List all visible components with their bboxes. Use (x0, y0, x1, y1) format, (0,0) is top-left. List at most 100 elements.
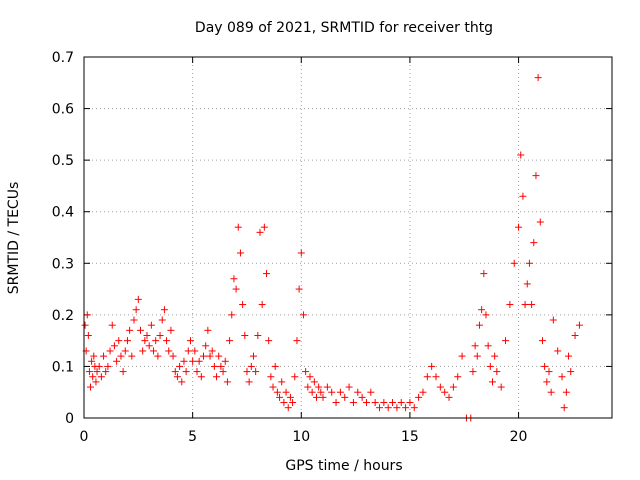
data-point (423, 373, 431, 381)
data-point (189, 357, 197, 365)
data-point (258, 301, 266, 309)
data-point (265, 337, 273, 345)
data-point (295, 285, 303, 293)
data-point (482, 311, 490, 319)
data-point (310, 378, 318, 386)
data-point (484, 342, 492, 350)
data-point (541, 362, 549, 370)
data-point (236, 249, 244, 257)
data-point (384, 404, 392, 412)
data-point (210, 362, 218, 370)
data-point (178, 378, 186, 386)
data-point (115, 337, 123, 345)
data-point (106, 347, 114, 355)
data-point (282, 388, 290, 396)
data-point (419, 388, 427, 396)
data-point (108, 321, 116, 329)
data-point (480, 270, 488, 278)
x-tick-label: 15 (401, 429, 419, 445)
data-point (345, 383, 353, 391)
data-point (247, 362, 255, 370)
x-tick-label: 20 (510, 429, 528, 445)
data-point (406, 399, 414, 407)
data-point (213, 373, 221, 381)
x-tick-label: 5 (188, 429, 197, 445)
data-point (415, 393, 423, 401)
data-point (458, 352, 466, 360)
data-point (119, 368, 127, 376)
data-point (113, 357, 121, 365)
data-point (219, 368, 227, 376)
data-point (449, 383, 457, 391)
data-point (167, 326, 175, 334)
data-point (380, 399, 388, 407)
data-point (536, 218, 544, 226)
data-point (341, 393, 349, 401)
data-point (260, 223, 268, 231)
data-point (486, 362, 494, 370)
y-tick-labels: 0 0.1 0.2 0.3 0.4 0.5 0.6 0.7 (52, 50, 74, 427)
data-point (410, 404, 418, 412)
data-point (323, 383, 331, 391)
data-point (558, 373, 566, 381)
data-point (575, 321, 583, 329)
data-point (528, 301, 536, 309)
data-point (525, 259, 533, 267)
data-point (143, 331, 151, 339)
data-point (493, 368, 501, 376)
plot-frame (83, 56, 613, 419)
data-point (471, 342, 479, 350)
data-point (317, 388, 325, 396)
data-point (278, 378, 286, 386)
data-point (389, 399, 397, 407)
data-point (491, 352, 499, 360)
data-point (519, 192, 527, 200)
data-point (291, 373, 299, 381)
data-point (547, 388, 555, 396)
data-point (554, 347, 562, 355)
data-point (93, 368, 101, 376)
data-point (538, 337, 546, 345)
data-point (256, 228, 264, 236)
data-point (249, 352, 257, 360)
data-point (354, 388, 362, 396)
data-point (271, 362, 279, 370)
data-point (102, 368, 110, 376)
data-point (306, 373, 314, 381)
data-point (549, 316, 557, 324)
data-point (349, 399, 357, 407)
data-point (165, 347, 173, 355)
data-point (336, 388, 344, 396)
data-point (184, 347, 192, 355)
data-point (202, 342, 210, 350)
data-point (87, 383, 95, 391)
data-point (234, 223, 242, 231)
data-point (269, 383, 277, 391)
grid-lines (84, 57, 612, 418)
data-point (84, 331, 92, 339)
data-point (328, 388, 336, 396)
data-point (445, 393, 453, 401)
data-point (83, 311, 91, 319)
y-tick-label: 0.6 (52, 102, 74, 118)
data-point (319, 393, 327, 401)
data-point (362, 399, 370, 407)
y-tick-label: 0 (65, 411, 74, 427)
data-point (215, 352, 223, 360)
x-tick-label: 10 (292, 429, 310, 445)
data-point (123, 337, 131, 345)
data-point (376, 404, 384, 412)
data-point (473, 352, 481, 360)
data-point (532, 172, 540, 180)
data-point (139, 347, 147, 355)
data-point (204, 326, 212, 334)
data-point (152, 337, 160, 345)
data-point (402, 404, 410, 412)
data-point (171, 368, 179, 376)
data-point (200, 352, 208, 360)
data-point (515, 223, 523, 231)
data-point (147, 321, 155, 329)
data-point (245, 378, 253, 386)
data-point (180, 357, 188, 365)
data-point (85, 368, 93, 376)
